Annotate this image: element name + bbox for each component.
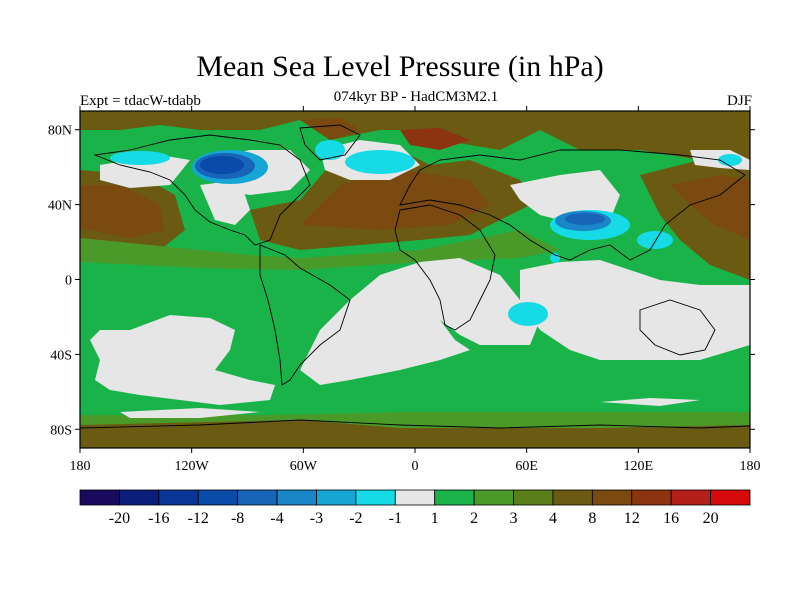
colorbar-label: -12 — [188, 510, 209, 527]
colorbar-swatch — [355, 489, 396, 506]
colorbar-swatch — [473, 489, 514, 506]
antarctica-coast — [80, 419, 750, 429]
africa-coast — [394, 204, 496, 331]
lon-tick-label: 180 — [70, 459, 91, 474]
colorbar-swatch — [710, 489, 751, 506]
map-field — [80, 111, 750, 448]
lon-tick-label: 60E — [515, 459, 538, 474]
colorbar-label: 1 — [431, 510, 439, 527]
colorbar-label: 2 — [470, 510, 478, 527]
colorbar-swatch — [591, 489, 633, 506]
coastlines — [80, 124, 750, 429]
colorbar-label: -1 — [389, 510, 402, 527]
lon-tick-label: 180 — [740, 459, 761, 474]
colorbar-swatch — [631, 489, 672, 506]
colorbar-swatch — [119, 489, 160, 506]
colorbar-label: 4 — [549, 510, 557, 527]
lon-tick-label: 120W — [175, 459, 210, 474]
colorbar-label: 20 — [703, 510, 719, 527]
high-anomaly-regions — [80, 111, 750, 448]
australia-coast — [639, 299, 716, 356]
longitude-axis: 180 120W 60W 0 60E 120E 180 — [70, 106, 761, 474]
colorbar-label: 3 — [510, 510, 518, 527]
lat-tick-label: 80N — [48, 124, 72, 139]
south-america-coast — [259, 244, 351, 386]
colorbar-label: -8 — [231, 510, 244, 527]
lat-tick-label: 40S — [50, 348, 72, 363]
lon-tick-label: 60W — [290, 459, 318, 474]
colorbar-swatch — [316, 489, 357, 506]
colorbar-swatch — [197, 489, 239, 506]
colorbar-label: -4 — [270, 510, 283, 527]
colorbar-swatch — [237, 489, 278, 506]
colorbar-label: -16 — [148, 510, 169, 527]
colorbar-label: 8 — [588, 510, 596, 527]
lat-tick-label: 40N — [48, 199, 72, 214]
subtitle: 074kyr BP - HadCM3M2.1 — [333, 89, 499, 105]
colorbar-swatch — [158, 489, 199, 506]
colorbar-swatch — [434, 489, 475, 506]
season-label: DJF — [726, 93, 752, 109]
page-title: Mean Sea Level Pressure (in hPa) — [196, 50, 604, 83]
lat-tick-label: 0 — [65, 274, 72, 289]
colorbar-label: 12 — [624, 510, 640, 527]
low-anomaly-regions — [110, 140, 742, 326]
lon-tick-label: 0 — [412, 459, 419, 474]
colorbar-label: -3 — [310, 510, 323, 527]
colorbar-label: -2 — [349, 510, 362, 527]
colorbar-swatch — [394, 489, 436, 506]
colorbar-label: -20 — [109, 510, 130, 527]
colorbar: -20 -16 -12 -8 -4 -3 -2 -1 1 2 3 4 8 12 16 20 — [79, 489, 751, 527]
greenland-coast — [299, 124, 361, 161]
colorbar-label: 16 — [663, 510, 679, 527]
north-america-coast — [93, 134, 311, 246]
colorbar-swatch — [513, 489, 554, 506]
colorbar-swatch — [670, 489, 711, 506]
eurasia-coast — [399, 149, 746, 261]
colorbar-swatch — [79, 489, 120, 506]
latitude-axis: 80N 40N 0 40S 80S — [48, 124, 755, 438]
lat-tick-label: 80S — [50, 423, 72, 438]
colorbar-swatch — [276, 489, 317, 506]
experiment-label: Expt = tdacW-tdabb — [80, 93, 201, 109]
lon-tick-label: 120E — [624, 459, 654, 474]
colorbar-swatch — [552, 489, 593, 506]
